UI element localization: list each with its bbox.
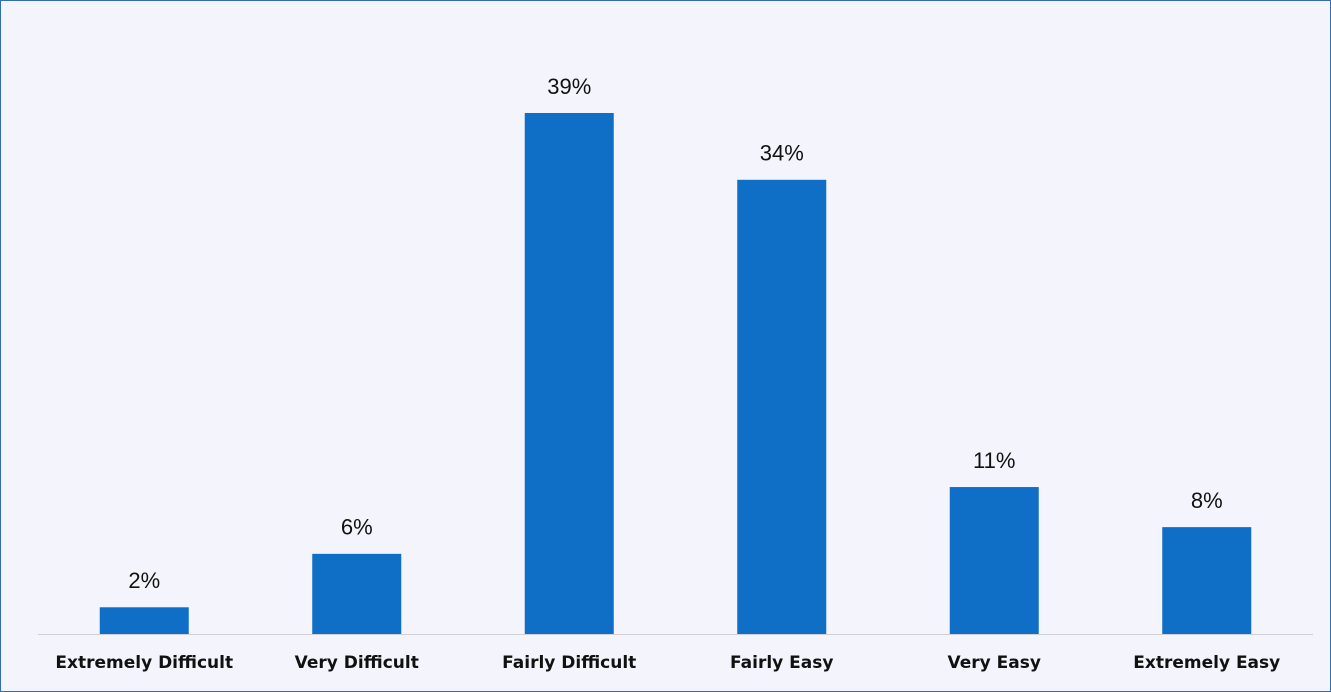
bar [737, 179, 827, 635]
x-tick-label: Extremely Easy [1133, 653, 1280, 673]
x-tick-label: Extremely Difficult [55, 653, 233, 673]
x-tick-label: Fairly Easy [730, 653, 833, 673]
x-tick-label: Fairly Difficult [502, 653, 636, 673]
value-label: 6% [341, 515, 373, 540]
value-label: 39% [547, 74, 591, 99]
bar [99, 607, 189, 634]
x-tick-label: Very Easy [948, 653, 1041, 673]
bar [524, 113, 614, 634]
x-tick-label: Very Difficult [295, 653, 419, 673]
bar [312, 553, 402, 634]
value-label: 34% [760, 141, 804, 166]
bar [1162, 527, 1252, 634]
value-label: 8% [1191, 488, 1223, 513]
value-label: 2% [128, 568, 160, 593]
value-label: 11% [973, 448, 1015, 473]
bar [949, 487, 1039, 634]
